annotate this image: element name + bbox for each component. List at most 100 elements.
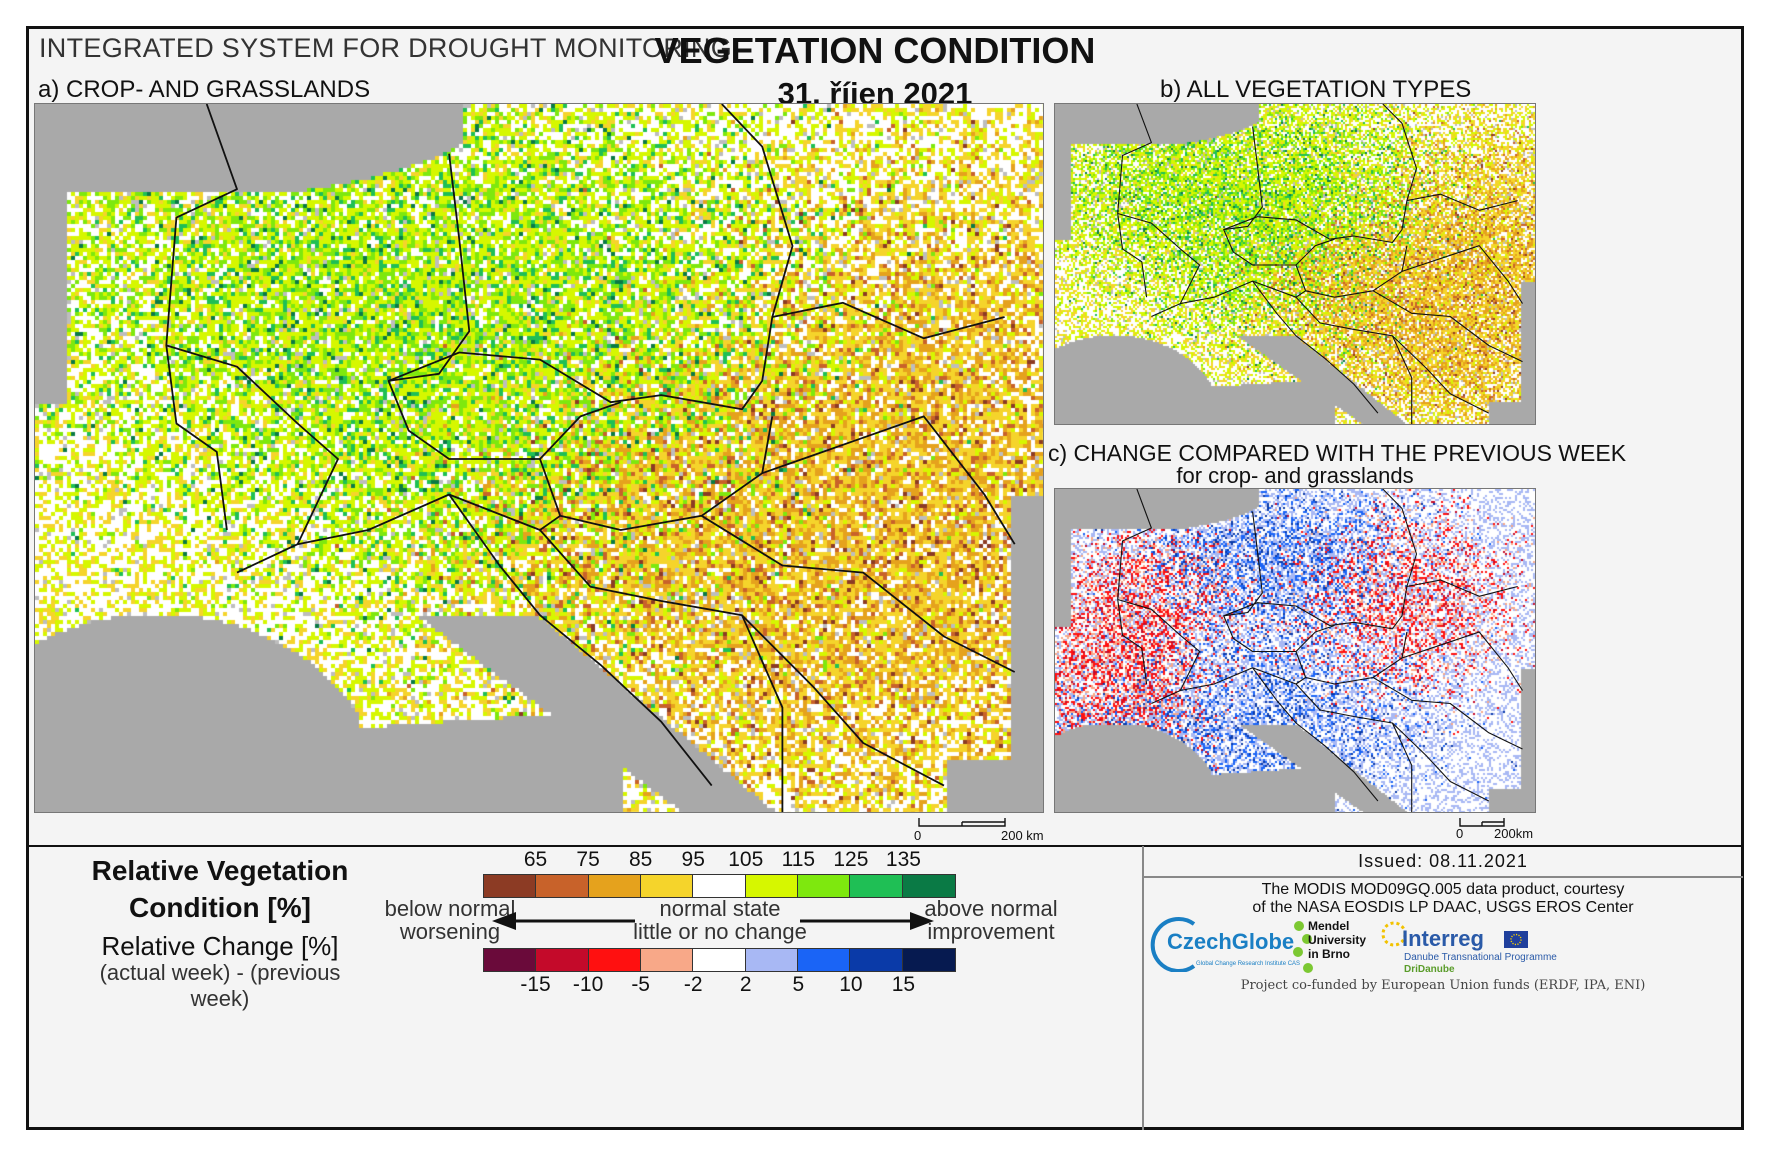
legend-divider: [26, 845, 1744, 847]
country-borders-change: [1117, 489, 1523, 812]
country-border-line: [1223, 126, 1335, 266]
change-colorbar: [483, 948, 956, 972]
condition-swatch: [536, 875, 589, 897]
country-border-line: [1252, 667, 1379, 802]
legend-condition-title-line1: Relative Vegetation: [91, 855, 349, 886]
country-border-line: [1180, 667, 1306, 692]
panel-c-title: c) CHANGE COMPARED WITH THE PREVIOUS WEE…: [1048, 440, 1627, 466]
arrow-left-icon: [492, 912, 635, 930]
change-tick-label: 5: [792, 973, 805, 996]
country-border-line: [1372, 290, 1523, 363]
vegetation-condition-raster: [35, 104, 1043, 812]
czechglobe-subtitle: Global Change Research Institute CAS: [1196, 961, 1301, 967]
panel-b-title: b) ALL VEGETATION TYPES: [1160, 76, 1472, 103]
desc-normal-state-line1: normal state: [659, 896, 781, 921]
scale-bar-small-km: 200km: [1494, 826, 1534, 841]
weekly-change-raster: [1055, 489, 1535, 812]
country-border-line: [1372, 677, 1523, 750]
change-swatch: [902, 949, 955, 971]
mendel-logo: Mendel University in Brno: [1308, 919, 1366, 961]
scale-bar-small-zero: 0: [1456, 826, 1464, 841]
issued-divider: [1143, 876, 1743, 878]
legend-change-title: Relative Change [%]: [101, 931, 339, 961]
condition-tick-label: 135: [885, 848, 921, 871]
system-title: INTEGRATED SYSTEM FOR DROUGHT MONITORING: [39, 33, 733, 63]
change-tick-label: -15: [520, 973, 551, 996]
country-border-line: [1252, 280, 1379, 414]
modis-credit-line1: The MODIS MOD09GQ.005 data product, cour…: [1261, 881, 1625, 898]
country-border-line: [1223, 104, 1418, 244]
desc-above-normal-line1: above normal: [924, 896, 1058, 921]
change-swatch: [536, 949, 589, 971]
condition-tick-label: 105: [728, 848, 764, 871]
condition-swatch: [902, 875, 955, 897]
country-border-line: [539, 416, 774, 531]
desc-above-normal-line2: improvement: [927, 919, 1055, 944]
desc-normal-state-line2: little or no change: [633, 919, 807, 944]
country-border-line: [297, 493, 561, 546]
condition-tick-label: 95: [681, 848, 705, 871]
country-border-line: [166, 344, 339, 574]
mendel-logo-icon: [1293, 921, 1313, 973]
scale-bar-main: [918, 818, 1006, 827]
desc-above-normal: above normal improvement: [920, 897, 1062, 943]
change-swatch: [797, 949, 851, 971]
change-tick-label: -5: [631, 973, 650, 996]
condition-tick-label: 115: [781, 848, 816, 871]
desc-below-normal-line2: worsening: [399, 919, 501, 944]
country-border-line: [1117, 212, 1201, 318]
change-tick-label: -2: [683, 973, 703, 996]
modis-credit: The MODIS MOD09GQ.005 data product, cour…: [1143, 881, 1743, 917]
country-borders: [165, 104, 1016, 812]
country-border-line: [1180, 280, 1306, 305]
eu-flag-icon: [1504, 931, 1528, 948]
condition-swatch: [588, 875, 641, 897]
interreg-logo: Interreg: [1402, 926, 1484, 951]
czechglobe-logo-icon: [1150, 917, 1196, 972]
desc-normal-state: normal state little or no change: [620, 897, 820, 943]
condition-tick-label: 65: [523, 848, 548, 871]
dridanube-label: DriDanube: [1404, 964, 1455, 975]
czechglobe-logo: CzechGlobe: [1167, 929, 1295, 954]
change-swatch: [640, 949, 694, 971]
country-border-line: [1117, 489, 1152, 685]
change-swatch: [588, 949, 641, 971]
country-border-line: [388, 104, 794, 411]
country-border-line: [741, 614, 784, 812]
mendel-line3: in Brno: [1308, 947, 1350, 961]
cofunded-note: Project co-funded by European Union fund…: [1240, 978, 1646, 993]
mendel-line1: Mendel: [1308, 919, 1350, 933]
panel-c-subtitle: for crop- and grasslands: [1176, 463, 1414, 488]
country-border-line: [1295, 245, 1408, 298]
interreg-subtitle: Danube Transnational Programme: [1404, 952, 1557, 963]
condition-swatch: [745, 875, 798, 897]
country-border-line: [1295, 631, 1408, 685]
country-border-line: [1295, 296, 1490, 414]
condition-tick-label: 125: [833, 848, 869, 871]
country-border-line: [1401, 245, 1523, 304]
country-border-line: [165, 104, 238, 531]
legend-condition-title: Relative Vegetation Condition [%]: [80, 852, 360, 926]
country-border-line: [1117, 598, 1201, 705]
condition-tick-label: 85: [628, 848, 653, 871]
condition-tick-label: 75: [576, 848, 600, 871]
change-tick-label: 10: [839, 973, 863, 996]
arrow-right-icon: [800, 912, 934, 930]
change-swatch: [693, 949, 746, 971]
condition-colorbar: [483, 874, 956, 898]
map-weekly-change: [1054, 488, 1536, 813]
desc-below-normal-line1: below normal: [384, 896, 516, 921]
country-border-line: [1223, 511, 1335, 653]
change-swatch: [745, 949, 798, 971]
condition-swatch: [797, 875, 851, 897]
country-border-line: [1117, 104, 1152, 298]
condition-swatch: [484, 875, 537, 897]
country-border-line: [539, 529, 945, 787]
condition-swatch: [640, 875, 694, 897]
change-tick-label: 15: [891, 973, 916, 996]
change-swatch: [850, 949, 903, 971]
country-border-line: [701, 515, 1016, 673]
info-divider: [1142, 846, 1144, 1130]
country-border-line: [1406, 579, 1518, 597]
legend-condition-title-line2: Condition [%]: [129, 892, 311, 923]
